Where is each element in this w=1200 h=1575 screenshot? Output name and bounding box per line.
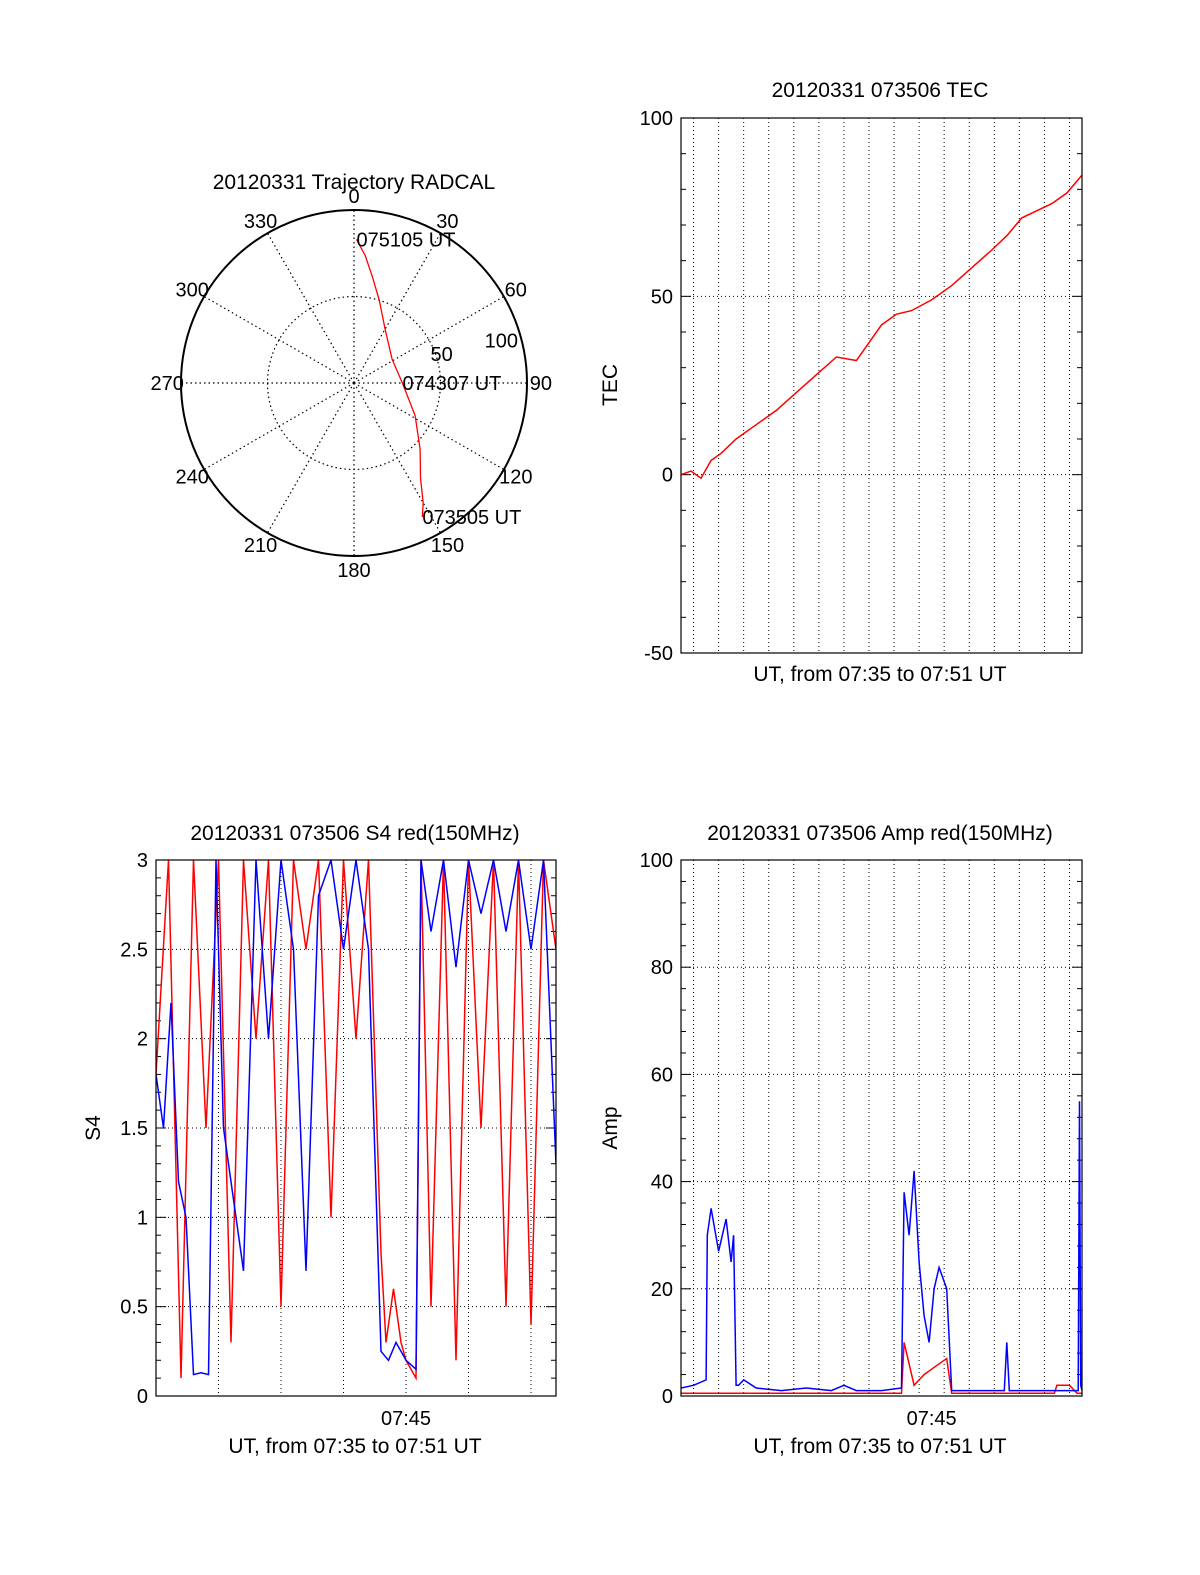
polar-spoke — [353, 382, 442, 534]
polar-angle-labels: 0 30 60 90 120 150 180 210 240 270 300 330 — [150, 186, 551, 582]
s4-plot-area: 0 0.5 1 1.5 2 2.5 3 07:45 — [120, 850, 557, 1430]
polar-spoke — [353, 232, 442, 384]
y-tick-label: 40 — [651, 1172, 673, 1194]
y-tick-label: 0 — [662, 1386, 673, 1408]
series-line-red — [681, 1342, 1082, 1395]
x-axis-label: UT, from 07:35 to 07:51 UT — [753, 663, 1006, 686]
polar-angle-label: 240 — [176, 466, 209, 488]
y-tick-label: 1.5 — [120, 1118, 148, 1140]
polar-radial-label: 100 — [485, 330, 518, 352]
trajectory-line — [355, 239, 424, 518]
x-axis-label: UT, from 07:35 to 07:51 UT — [228, 1435, 481, 1458]
polar-angle-label: 180 — [337, 560, 370, 582]
y-tick-label: 100 — [640, 108, 673, 130]
polar-angle-label: 0 — [348, 186, 359, 208]
series-line-red — [681, 174, 1082, 480]
y-tick-label: 20 — [651, 1279, 673, 1301]
y-axis-label: S4 — [82, 1115, 105, 1141]
y-tick-label: 50 — [651, 286, 673, 308]
polar-angle-label: 60 — [505, 280, 527, 302]
polar-angle-label: 120 — [499, 466, 532, 488]
series-line-red — [156, 860, 556, 1381]
polar-spoke — [266, 232, 355, 384]
y-tick-label: 60 — [651, 1064, 673, 1086]
trajectory-annotation: 075105 UT — [357, 229, 456, 251]
polar-angle-label: 270 — [150, 373, 183, 395]
polar-angle-label: 90 — [530, 373, 552, 395]
y-axis-label: TEC — [599, 364, 622, 406]
x-tick-label: 07:45 — [381, 1408, 431, 1430]
plot-frame — [680, 859, 1083, 1397]
polar-radial-label: 50 — [431, 344, 453, 366]
y-tick-label: 2 — [137, 1029, 148, 1051]
y-tick-label: 1 — [137, 1207, 148, 1229]
x-axis-label: UT, from 07:35 to 07:51 UT — [753, 1435, 1006, 1458]
y-tick-label: 0.5 — [120, 1297, 148, 1319]
polar-spoke — [353, 382, 505, 471]
plot-frame — [155, 859, 557, 1397]
chart-title: 20120331 073506 Amp red(150MHz) — [707, 822, 1053, 845]
polar-spoke — [266, 382, 355, 534]
chart-title: 20120331 073506 TEC — [772, 79, 989, 102]
polar-angle-label: 150 — [431, 535, 464, 557]
tec-chart: 20120331 073506 TEC -50 0 50 100 UT, from 0… — [599, 79, 1083, 686]
trajectory-annotations: 075105 UT 074307 UT 073505 UT — [357, 229, 522, 529]
series-line-blue — [156, 860, 556, 1376]
plot-frame — [680, 117, 1083, 654]
tec-plot-area: -50 0 50 100 — [640, 108, 1083, 665]
y-tick-label: 2.5 — [120, 939, 148, 961]
polar-angle-label: 210 — [244, 535, 277, 557]
x-tick-label: 07:45 — [907, 1408, 957, 1430]
y-tick-label: 100 — [640, 850, 673, 872]
polar-grid — [181, 210, 527, 556]
amp-plot-area: 0 20 40 60 80 100 07:45 — [640, 850, 1083, 1430]
y-tick-label: 0 — [662, 465, 673, 487]
polar-angle-label: 30 — [436, 211, 458, 233]
y-tick-label: -50 — [644, 643, 673, 665]
amp-chart: 20120331 073506 Amp red(150MHz) 0 20 40 60 8… — [599, 822, 1083, 1458]
polar-chart: 20120331 Trajectory RADCAL 0 30 60 90 120 150… — [150, 171, 551, 582]
polar-outer-circle — [180, 209, 528, 557]
polar-angle-label: 330 — [244, 211, 277, 233]
trajectory-annotation: 073505 UT — [422, 507, 521, 529]
chart-title: 20120331 073506 S4 red(150MHz) — [190, 822, 519, 845]
polar-spoke — [203, 382, 355, 471]
y-tick-label: 0 — [137, 1386, 148, 1408]
series-line-blue — [681, 1101, 1082, 1392]
polar-angle-label: 300 — [176, 280, 209, 302]
trajectory-annotation: 074307 UT — [402, 373, 501, 395]
polar-spoke — [353, 295, 505, 384]
s4-chart: 20120331 073506 S4 red(150MHz) 0 0.5 1 1.5 2… — [82, 822, 557, 1458]
y-tick-label: 3 — [137, 850, 148, 872]
chart-title: 20120331 Trajectory RADCAL — [213, 171, 496, 194]
polar-spoke — [203, 295, 355, 384]
y-axis-label: Amp — [599, 1106, 622, 1149]
polar-radial-labels: 50 100 — [431, 330, 518, 366]
y-tick-label: 80 — [651, 957, 673, 979]
